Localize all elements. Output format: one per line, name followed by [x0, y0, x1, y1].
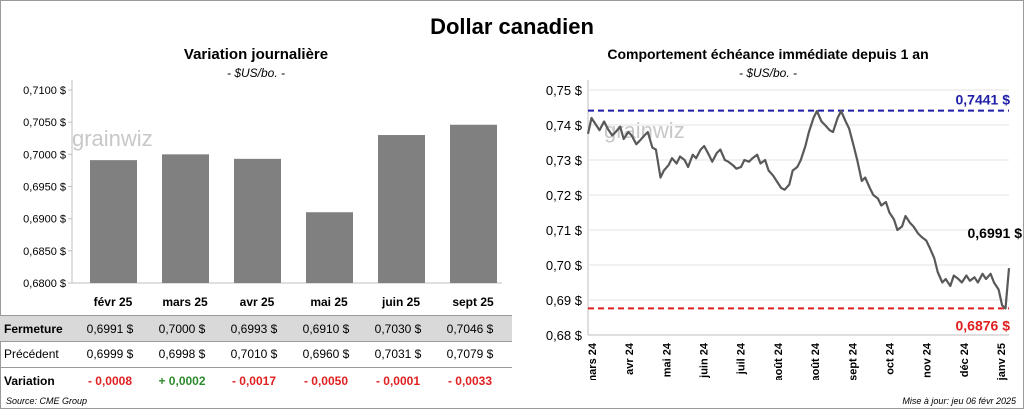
update-note: Mise à jour: jeu 06 févr 2025: [902, 396, 1016, 406]
line-x-tick-label: août 24: [810, 342, 822, 380]
series-line: [586, 109, 1011, 310]
line-y-tick-label: 0,69 $: [546, 293, 583, 308]
line-x-tick-label: mai 24: [661, 342, 673, 377]
bar: [450, 124, 497, 283]
cell-fermeture: 0,6910 $: [302, 322, 350, 336]
bar-category-label: mars 25: [162, 295, 208, 309]
bar-category-label: avr 25: [240, 295, 275, 309]
cell-variation: - 0,0033: [447, 374, 493, 388]
row-label-precedent: Précédent: [4, 347, 59, 361]
bar-watermark: grainwiz: [72, 126, 153, 151]
bar-y-tick-label: 0,6800 $: [23, 278, 66, 290]
cell-variation: - 0,0001: [375, 374, 421, 388]
bar-y-tick-label: 0,7100 $: [23, 85, 66, 97]
line-y-tick-label: 0,68 $: [546, 328, 583, 343]
cell-fermeture: 0,6991 $: [86, 322, 134, 336]
cell-precedent: 0,6960 $: [302, 347, 350, 361]
line-y-tick-label: 0,74 $: [546, 118, 583, 133]
line-x-tick-label: nov 24: [922, 342, 934, 378]
bar-y-tick-label: 0,7050 $: [23, 117, 66, 129]
table-row-fermeture: Fermeture 0,6991 $ 0,7000 $ 0,6993 $ 0,6…: [0, 315, 512, 342]
cell-fermeture: 0,6993 $: [230, 322, 278, 336]
line-x-tick-label: janv 25: [996, 343, 1008, 380]
cell-fermeture: 0,7046 $: [446, 322, 494, 336]
bar-category-label: mai 25: [310, 295, 348, 309]
line-y-tick-label: 0,71 $: [546, 223, 583, 238]
bar-y-tick-label: 0,6850 $: [23, 246, 66, 258]
bar: [234, 158, 281, 283]
line-y-tick-label: 0,70 $: [546, 258, 583, 273]
table-row-variation: Variation - 0,0008 + 0,0002 - 0,0017 - 0…: [0, 367, 512, 393]
line-chart: grainwiz 0,68 $0,69 $0,70 $0,71 $0,72 $0…: [546, 80, 1023, 380]
cell-precedent: 0,7010 $: [230, 347, 278, 361]
cell-precedent: 0,7079 $: [446, 347, 494, 361]
line-y-tick-label: 0,73 $: [546, 153, 583, 168]
line-x-tick-label: oct 24: [884, 342, 896, 375]
left-chart-title: Variation journalière: [183, 46, 329, 63]
bar-category-label: sept 25: [452, 295, 494, 309]
line-x-tick-label: juin 24: [699, 342, 711, 379]
main-title: Dollar canadien: [430, 14, 594, 39]
left-chart-subtitle: - $US/bo. -: [226, 66, 286, 80]
cell-variation: - 0,0017: [231, 374, 277, 388]
line-x-tick-label: avr 24: [624, 342, 636, 375]
line-x-tick-label: mars 24: [587, 342, 599, 380]
line-y-tick-label: 0,75 $: [546, 83, 583, 98]
cell-variation: - 0,0008: [87, 374, 133, 388]
bar-chart: grainwiz 0,6800 $ 0,6850 $ 0,6900 $ 0,6950 …: [23, 80, 502, 309]
row-label-fermeture: Fermeture: [4, 322, 63, 336]
bar-category-label: juin 25: [381, 295, 420, 309]
line-x-tick-label: août 24: [773, 342, 785, 380]
bar-y-tick-label: 0,7000 $: [23, 149, 66, 161]
bar: [306, 212, 353, 283]
line-x-tick-label: déc 24: [959, 342, 971, 377]
cell-fermeture: 0,7000 $: [158, 322, 206, 336]
bar-y-tick-label: 0,6900 $: [23, 214, 66, 226]
last-value-label: 0,6991 $: [968, 225, 1023, 241]
cell-precedent: 0,7031 $: [374, 347, 422, 361]
high-label: 0,7441 $: [956, 92, 1011, 108]
right-chart-title: Comportement échéance immédiate depuis 1…: [607, 46, 929, 62]
cell-variation: - 0,0050: [303, 374, 349, 388]
bar-category-label: févr 25: [94, 295, 133, 309]
row-label-variation: Variation: [4, 374, 55, 388]
bar: [378, 135, 425, 283]
bar: [162, 154, 209, 283]
line-y-tick-label: 0,72 $: [546, 188, 583, 203]
bar-y-tick-label: 0,6950 $: [23, 182, 66, 194]
line-x-tick-label: sept 24: [847, 342, 859, 380]
cell-variation: + 0,0002: [158, 374, 206, 388]
source-note: Source: CME Group: [6, 396, 88, 406]
line-x-tick-label: juil 24: [736, 342, 748, 375]
right-chart-subtitle: - $US/bo. -: [738, 66, 798, 80]
table-row-precedent: Précédent 0,6999 $ 0,6998 $ 0,7010 $ 0,6…: [0, 341, 512, 366]
bar: [90, 160, 137, 283]
cell-precedent: 0,6998 $: [158, 347, 206, 361]
cell-fermeture: 0,7030 $: [374, 322, 422, 336]
low-label: 0,6876 $: [956, 317, 1011, 333]
cell-precedent: 0,6999 $: [86, 347, 134, 361]
